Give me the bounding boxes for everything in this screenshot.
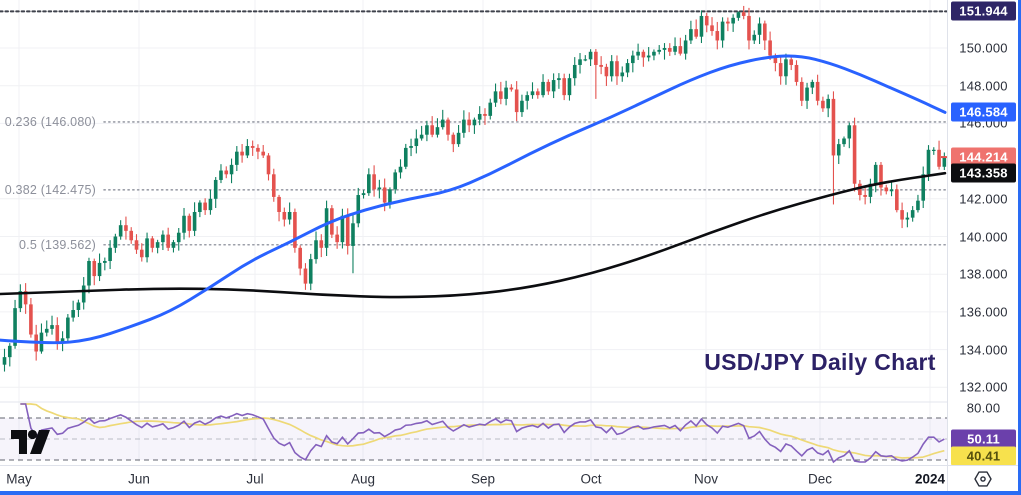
rsi-line xyxy=(20,403,945,464)
price-axis-tick: 136.000 xyxy=(959,304,1008,320)
candlestick-series xyxy=(2,5,947,372)
time-axis-label: 2024 xyxy=(914,471,946,487)
last-price-badge: 144.214 xyxy=(951,147,1016,167)
time-axis-label: Jul xyxy=(246,471,264,487)
ma-blue-line xyxy=(0,54,947,345)
rsi-axis-tick: 80.00 xyxy=(966,400,1001,415)
window-accent-border-right xyxy=(1018,0,1021,495)
price-axis-tick: 138.000 xyxy=(959,266,1008,282)
rsi-ma-value-badge: 40.41 xyxy=(951,446,1016,466)
rsi-value-badge: 50.11 xyxy=(951,429,1016,449)
ma-black-line xyxy=(0,171,947,299)
time-axis-label: Jun xyxy=(128,471,150,487)
price-axis-tick: 142.000 xyxy=(959,191,1008,207)
ma-blue-price-badge: 146.584 xyxy=(951,102,1016,122)
price-axis-tick: 148.000 xyxy=(959,78,1008,94)
window-accent-border-bottom xyxy=(0,491,1021,495)
price-axis-tick: 150.000 xyxy=(959,40,1008,56)
price-axis-tick: 140.000 xyxy=(959,229,1008,244)
tradingview-logo[interactable] xyxy=(11,428,51,456)
time-axis-corner xyxy=(947,465,1018,491)
time-axis-label: May xyxy=(6,471,32,487)
time-axis-label: Sep xyxy=(470,471,496,487)
price-axis-tick: 134.000 xyxy=(959,342,1008,358)
ma-black-price-badge: 143.358 xyxy=(951,163,1016,183)
fib-level-label: 0.5 (139.562) xyxy=(19,237,96,252)
time-axis[interactable]: May Jun Jul Aug Sep Oct Nov Dec 2024 xyxy=(0,465,947,491)
chart-title: USD/JPY Daily Chart xyxy=(704,349,936,375)
time-axis-label: Aug xyxy=(350,471,376,487)
time-axis-label: Oct xyxy=(580,471,602,487)
time-axis-settings-icon[interactable] xyxy=(971,467,995,491)
fib-level-label: 0.236 (146.080) xyxy=(4,114,96,129)
price-axis[interactable]: 150.000 148.000 146.000 142.000 140.000 138.0… xyxy=(947,0,1018,466)
price-chart-canvas[interactable] xyxy=(0,0,947,465)
time-axis-label: Dec xyxy=(807,471,833,487)
fib-level-label: 0.382 (142.475) xyxy=(4,182,96,197)
time-axis-label: Nov xyxy=(693,471,719,487)
price-axis-tick: 132.000 xyxy=(959,379,1008,395)
fib-high-price-badge: 151.944 xyxy=(951,1,1016,21)
